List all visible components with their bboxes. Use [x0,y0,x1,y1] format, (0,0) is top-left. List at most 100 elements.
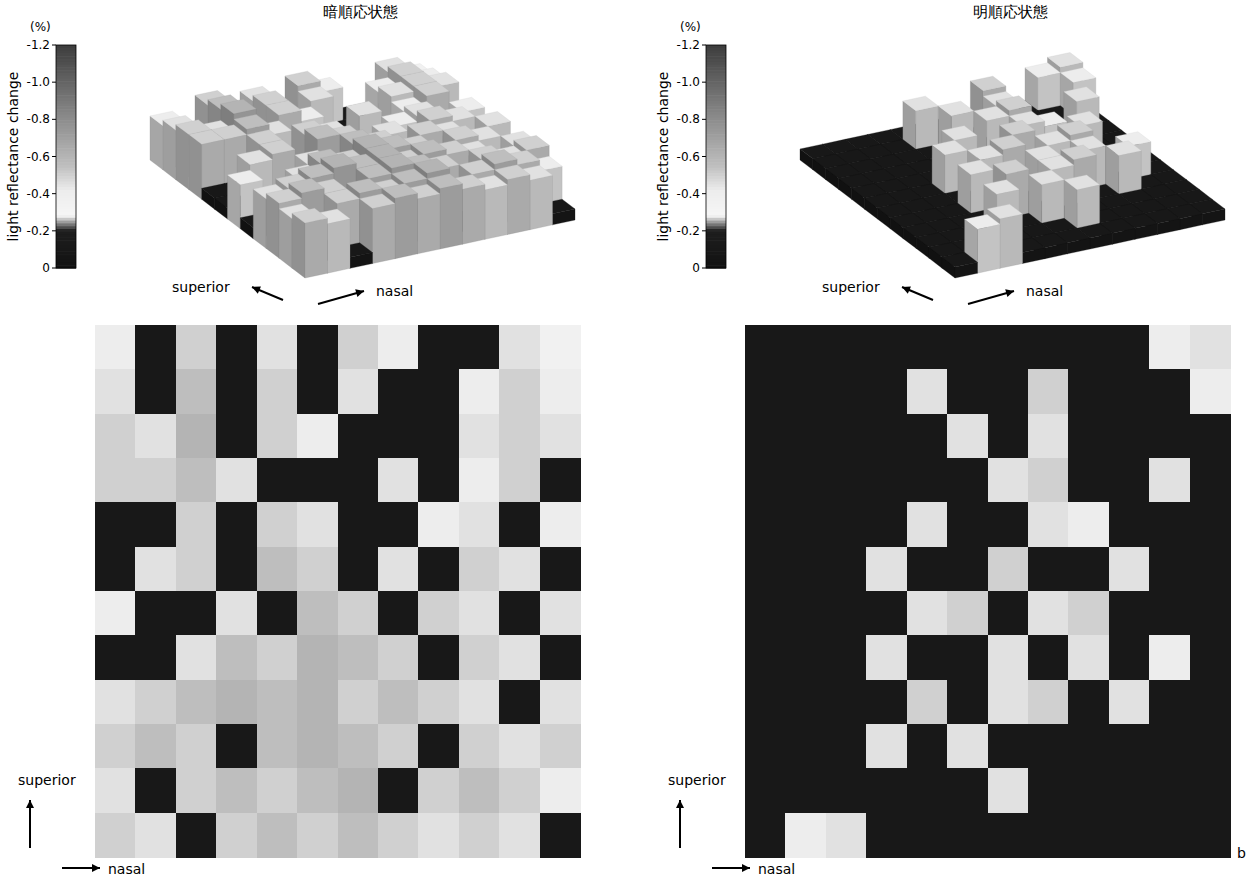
heatmap-cell [297,680,338,725]
colorbar-tick [52,193,56,194]
heatmap-cell [947,325,988,370]
colorbar-tick [52,156,56,157]
colorbar-tick-label: -1.0 [27,75,50,89]
heatmap-cell [1109,547,1150,592]
surface-cell [942,252,977,278]
surface-wall [485,185,508,239]
surface-top [1048,53,1083,68]
colorbar-tick-label: 0 [692,261,700,275]
heatmap-cell [745,768,786,813]
surface-top [970,76,1005,91]
colorbar-tick-label: -0.6 [677,150,700,164]
heatmap-cell [216,369,257,414]
heatmap-cell [988,414,1029,459]
axis-label-superior: superior [822,279,880,295]
surface-top [379,154,414,169]
surface-top [221,99,256,114]
surface-top [958,160,993,175]
heatmap-cell [1149,680,1190,725]
surface-top [903,96,938,111]
heatmap-cell [1149,813,1190,858]
heatmap-cell [499,680,540,725]
heatmap-cell [866,813,907,858]
heatmap-cell [1190,635,1231,680]
heatmap-cell [1028,547,1069,592]
colorbar-tick [702,45,706,46]
heatmap-cell [418,768,459,813]
heatmap-cell [745,325,786,370]
heatmap-cell [907,813,948,858]
heatmap-cell [540,369,581,414]
heatmap-cell [297,414,338,459]
panel-letter: b [1237,845,1246,861]
surface-3d [800,53,1225,279]
heatmap-cell [418,724,459,769]
heatmap-cell [907,635,948,680]
arrow-head [26,800,34,808]
surface-top [1064,175,1099,190]
heatmap-cell [459,414,500,459]
surface-top [974,106,1009,121]
arrow-head [355,289,364,297]
colorbar-tick-label: -0.8 [677,112,700,126]
heatmap-cell [499,414,540,459]
axis-label-nasal: nasal [376,283,413,299]
heatmap-cell [459,813,500,858]
heatmap-cell [257,724,298,769]
figure: 暗順応状態-1.2-1.0-0.8-0.6-0.4-0.20(%)light r… [0,0,1253,884]
colorbar-tick [702,156,706,157]
heatmap-cell [499,768,540,813]
heatmap-cell [378,635,419,680]
heatmap-cell [988,502,1029,547]
surface-top [285,71,320,86]
heatmap-cell [216,547,257,592]
arrow-head [252,286,261,293]
heatmap-cell [907,414,948,459]
heatmap-cell [176,325,217,370]
axis-label-superior: superior [18,772,76,788]
heatmap-cell [499,547,540,592]
colorbar-tick-label: -0.4 [677,187,700,201]
heatmap-cell [988,458,1029,503]
heatmap-cell [540,813,581,858]
heatmap-cell [947,591,988,636]
heatmap-cell [216,635,257,680]
axis-label-superior: superior [172,279,230,295]
heatmap-cell [947,813,988,858]
heatmap-cell [95,458,136,503]
heatmap-cell [378,325,419,370]
heatmap-cell [176,369,217,414]
heatmap-cell [499,369,540,414]
heatmap-cell [257,369,298,414]
heatmap-cell [785,680,826,725]
heatmap-cell [1068,458,1109,503]
heatmap-cell [216,414,257,459]
colorbar-label: light reflectance change [655,72,671,242]
heatmap-cell [1190,458,1231,503]
heatmap-cell [1149,458,1190,503]
heatmap-cell [216,768,257,813]
heatmap-cell [297,325,338,370]
heatmap-cell [297,547,338,592]
heatmap-cell [1190,414,1231,459]
heatmap-cell [378,502,419,547]
heatmap-cell [745,458,786,503]
heatmap-cell [338,547,379,592]
heatmap-cell [866,591,907,636]
heatmap-cell [459,680,500,725]
heatmap-cell [947,724,988,769]
heatmap-cell [338,591,379,636]
heatmap-cell [176,547,217,592]
arrow-shaft [902,287,933,300]
heatmap-cell [418,591,459,636]
heatmap-cell [1068,813,1109,858]
heatmap-cell [297,502,338,547]
surface-wall [1000,214,1023,268]
surface-top [382,184,417,199]
heatmap-cell [826,813,867,858]
colorbar-unit: (%) [30,20,51,34]
heatmap-cell [257,414,298,459]
surface-top [392,169,427,184]
heatmap-cell [1028,813,1069,858]
heatmap-cell [176,680,217,725]
